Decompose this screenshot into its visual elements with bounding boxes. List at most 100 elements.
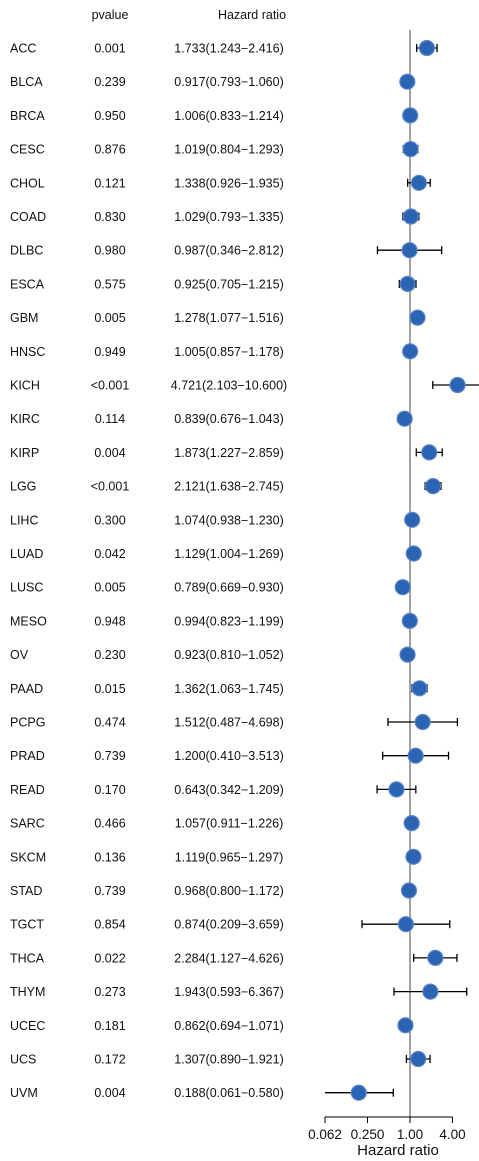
row-hr-text-kirp: 1.873(1.227−2.859) [174,446,283,460]
point-esca [399,275,416,292]
row-label-brca: BRCA [10,109,45,123]
row-pvalue-paad: 0.015 [94,682,125,696]
row-pvalue-coad: 0.830 [94,210,125,224]
point-lusc [394,579,411,596]
row-label-coad: COAD [10,210,46,224]
row-hr-text-hnsc: 1.005(0.857−1.178) [174,345,283,359]
rows-layer: ACC 0.001 1.733(1.243−2.416) BLCA 0.239 0.917… [10,30,479,1117]
row-pvalue-thca: 0.022 [94,951,125,965]
row-label-skcm: SKCM [10,850,46,864]
point-blca [399,73,416,90]
row-pvalue-esca: 0.575 [94,277,125,291]
row-hr-text-thca: 2.284(1.127−4.626) [174,951,283,965]
point-chol [410,174,428,191]
row-pvalue-thym: 0.273 [94,985,125,999]
row-label-cesc: CESC [10,143,45,157]
header-pvalue: pvalue [92,8,129,22]
row-hr-text-ucec: 0.862(0.694−1.071) [174,1019,283,1033]
point-coad [402,208,419,225]
row-hr-text-ucs: 1.307(0.890−1.921) [174,1053,283,1067]
row-pvalue-meso: 0.948 [94,614,125,628]
row-label-hnsc: HNSC [10,345,45,359]
point-prad [407,747,424,764]
row-pvalue-pcpg: 0.474 [94,716,125,730]
row-pvalue-luad: 0.042 [94,547,125,561]
row-hr-text-lgg: 2.121(1.638−2.745) [174,480,283,494]
x-axis: 0.062 0.250 1.00 4.00 [308,1116,466,1142]
x-axis-label: Hazard ratio [357,1142,439,1159]
point-dlbc [401,242,418,259]
row-hr-text-uvm: 0.188(0.061−0.580) [174,1086,283,1100]
x-tick-label-0: 0.062 [308,1127,342,1142]
point-uvm [350,1084,367,1101]
row-label-esca: ESCA [10,277,45,291]
row-label-paad: PAAD [10,682,43,696]
x-tick-label-1: 0.250 [351,1127,385,1142]
x-tick-label-3: 4.00 [439,1127,465,1142]
row-hr-text-gbm: 1.278(1.077−1.516) [174,311,283,325]
point-lihc [404,511,421,528]
row-pvalue-chol: 0.121 [94,176,125,190]
point-stad [400,882,418,899]
row-label-thym: THYM [10,985,45,999]
row-hr-text-skcm: 1.119(0.965−1.297) [175,850,284,864]
point-thym [422,983,439,1000]
row-pvalue-hnsc: 0.949 [94,345,125,359]
row-hr-text-lusc: 0.789(0.669−0.930) [174,581,283,595]
row-hr-text-lihc: 1.074(0.938−1.230) [174,513,283,527]
point-kich [449,376,466,394]
row-pvalue-stad: 0.739 [94,884,125,898]
row-label-ucec: UCEC [10,1019,45,1033]
row-pvalue-cesc: 0.876 [94,143,125,157]
point-paad [411,680,428,697]
row-hr-text-esca: 0.925(0.705−1.215) [174,277,283,291]
row-label-sarc: SARC [10,817,45,831]
row-label-tgct: TGCT [10,918,44,932]
row-pvalue-sarc: 0.466 [94,817,125,831]
row-hr-text-paad: 1.362(1.063−1.745) [174,682,283,696]
row-pvalue-ov: 0.230 [94,648,125,662]
row-label-luad: LUAD [10,547,43,561]
row-hr-text-blca: 0.917(0.793−1.060) [174,75,283,89]
point-lgg [424,478,442,495]
row-label-kirp: KIRP [10,446,39,460]
point-brca [402,107,419,124]
row-pvalue-gbm: 0.005 [94,311,125,325]
row-pvalue-blca: 0.239 [94,75,125,89]
point-tgct [397,916,414,933]
row-hr-text-meso: 0.994(0.823−1.199) [174,614,283,628]
row-hr-text-dlbc: 0.987(0.346−2.812) [174,244,283,258]
row-label-meso: MESO [10,614,47,628]
row-pvalue-lgg: <0.001 [91,480,130,494]
row-pvalue-acc: 0.001 [94,42,125,56]
point-gbm [409,309,426,326]
point-meso [401,612,418,630]
point-sarc [403,814,420,832]
row-pvalue-prad: 0.739 [94,749,125,763]
row-hr-text-thym: 1.943(0.593−6.367) [174,985,283,999]
row-pvalue-tgct: 0.854 [94,918,125,932]
row-hr-text-cesc: 1.019(0.804−1.293) [174,143,283,157]
row-label-kirc: KIRC [10,412,40,426]
row-hr-text-ov: 0.923(0.810−1.052) [174,648,283,662]
row-label-uvm: UVM [10,1086,38,1100]
row-pvalue-brca: 0.950 [94,109,125,123]
row-label-pcpg: PCPG [10,716,45,730]
row-hr-text-kirc: 0.839(0.676−1.043) [174,412,283,426]
row-label-ov: OV [10,648,29,662]
point-kirc [396,410,413,427]
row-label-lusc: LUSC [10,581,43,595]
point-ov [399,646,416,663]
point-thca [427,949,444,967]
row-hr-text-tgct: 0.874(0.209−3.659) [174,918,283,932]
point-skcm [405,848,422,865]
row-label-ucs: UCS [10,1053,36,1067]
row-label-read: READ [10,783,45,797]
row-pvalue-lusc: 0.005 [94,581,125,595]
row-label-acc: ACC [10,42,36,56]
row-label-stad: STAD [10,884,42,898]
row-pvalue-kirc: 0.114 [95,412,125,426]
row-hr-text-sarc: 1.057(0.911−1.226) [175,817,284,831]
row-hr-text-pcpg: 1.512(0.487−4.698) [174,716,283,730]
point-kirp [421,444,438,461]
